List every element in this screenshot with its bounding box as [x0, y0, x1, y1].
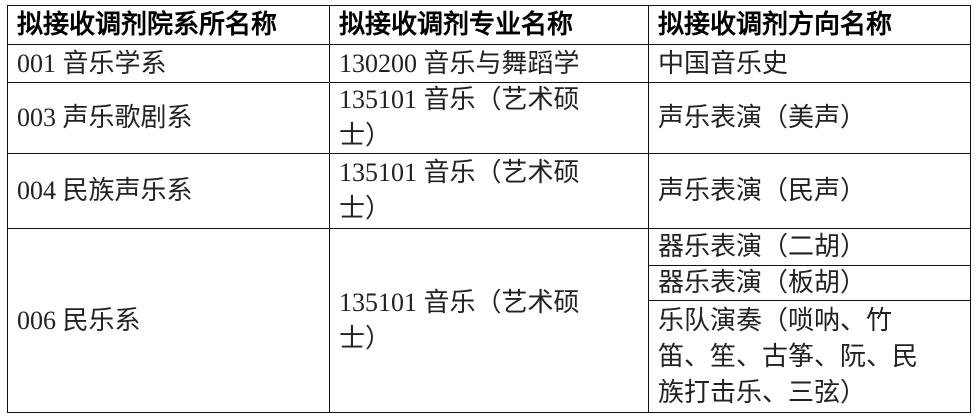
direction-text: 族打击乐、三弦） — [658, 377, 867, 407]
table-row-major: 135101 音乐（艺术硕 士） — [329, 153, 649, 229]
table-row-direction: 器乐表演（二胡） — [648, 228, 971, 266]
major-text: 135101 音乐（艺术硕 — [339, 287, 580, 317]
major-text: 士） — [339, 194, 392, 223]
header-dept: 拟接收调剂院系所名称 — [7, 5, 330, 45]
direction-text: 器乐表演（板胡） — [658, 268, 867, 297]
table-row-dept: 003 声乐歌剧系 — [7, 82, 330, 154]
dept-text: 003 声乐歌剧系 — [17, 103, 193, 132]
table-row-major: 135101 音乐（艺术硕 士） — [329, 82, 649, 154]
dept-text: 006 民乐系 — [17, 305, 141, 335]
dept-text: 001 音乐学系 — [17, 48, 167, 78]
table-row-dept: 001 音乐学系 — [7, 44, 330, 83]
table-row-direction: 中国音乐史 — [648, 44, 971, 83]
direction-text: 器乐表演（二胡） — [658, 232, 867, 261]
major-text: 士） — [339, 323, 392, 353]
table-row-major: 130200 音乐与舞蹈学 — [329, 44, 649, 83]
major-text: 士） — [339, 121, 392, 150]
table-row-dept: 004 民族声乐系 — [7, 153, 330, 229]
direction-text: 声乐表演（民声） — [658, 176, 867, 205]
header-major: 拟接收调剂专业名称 — [329, 5, 649, 45]
table-row-direction: 乐队演奏（唢呐、竹 笛、笙、古筝、阮、民 族打击乐、三弦） — [648, 300, 971, 413]
major-text: 135101 音乐（艺术硕 — [339, 85, 580, 114]
table-row-direction: 声乐表演（民声） — [648, 153, 971, 229]
direction-text: 中国音乐史 — [658, 48, 789, 78]
header-direction: 拟接收调剂方向名称 — [648, 5, 971, 45]
header-direction-label: 拟接收调剂方向名称 — [658, 10, 893, 39]
header-major-label: 拟接收调剂专业名称 — [339, 10, 574, 39]
table-row-direction: 器乐表演（板胡） — [648, 265, 971, 301]
direction-text: 乐队演奏（唢呐、竹 — [658, 305, 893, 335]
direction-text: 笛、笙、古筝、阮、民 — [658, 341, 919, 371]
table-row-direction: 声乐表演（美声） — [648, 82, 971, 154]
dept-text: 004 民族声乐系 — [17, 176, 193, 205]
major-text: 135101 音乐（艺术硕 — [339, 158, 580, 187]
table-row-major: 135101 音乐（艺术硕 士） — [329, 228, 649, 413]
table-row-dept: 006 民乐系 — [7, 228, 330, 413]
major-text: 130200 音乐与舞蹈学 — [339, 48, 580, 78]
direction-text: 声乐表演（美声） — [658, 103, 867, 132]
header-dept-label: 拟接收调剂院系所名称 — [17, 10, 278, 39]
